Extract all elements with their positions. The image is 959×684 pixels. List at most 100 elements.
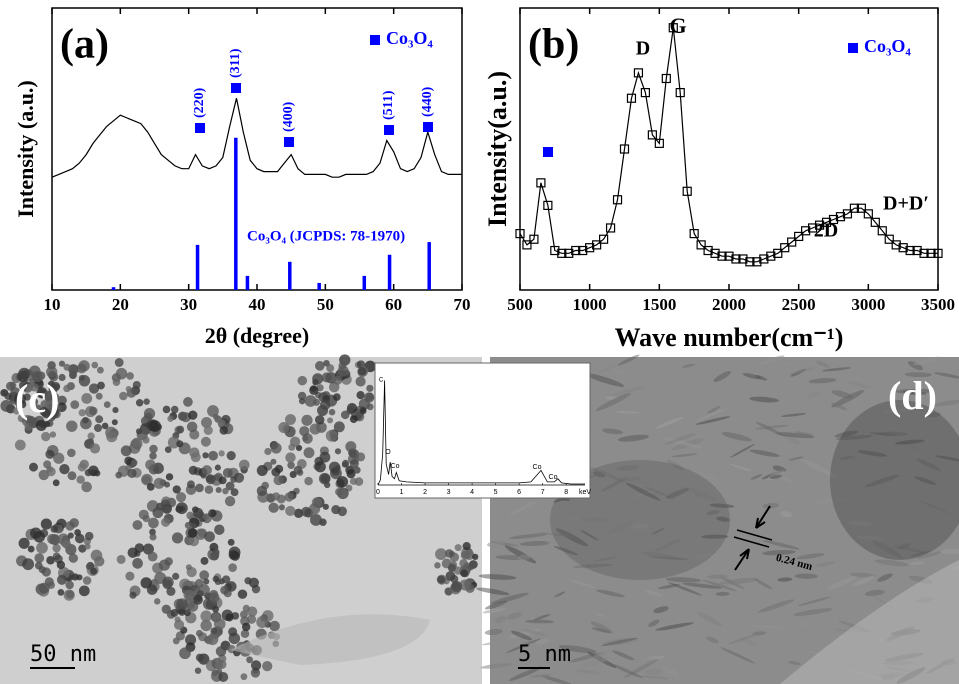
nanoparticle [333, 393, 341, 401]
nanoparticle [56, 574, 68, 585]
nanoparticle [256, 465, 268, 476]
data-marker [585, 243, 595, 253]
nanoparticle [214, 661, 223, 670]
lattice-texture [727, 632, 763, 645]
nanoparticle [176, 492, 187, 503]
x-tick-label: 1500 [642, 295, 676, 314]
nanoparticle [345, 441, 357, 453]
nanoparticle [462, 542, 471, 551]
nanoparticle [46, 466, 56, 477]
lattice-texture [612, 650, 635, 661]
legend-marker [848, 43, 858, 53]
lattice-texture [558, 645, 597, 654]
lattice-mark [736, 529, 773, 541]
nanoparticle [274, 464, 284, 474]
nanoparticle [175, 505, 183, 513]
lattice-texture [916, 458, 942, 471]
x-tick-label: 60 [385, 295, 402, 314]
nanoparticle [218, 476, 227, 485]
nanoparticle [176, 598, 188, 611]
panel-label: (c) [15, 376, 59, 421]
nanoparticle [240, 673, 248, 681]
lattice-texture [754, 424, 790, 430]
lattice-texture [780, 413, 807, 417]
nanoparticle [82, 576, 92, 585]
data-marker [696, 240, 706, 250]
nanoparticle [200, 557, 209, 565]
lattice-texture [775, 432, 815, 439]
lattice-texture [525, 619, 555, 624]
data-marker [536, 178, 546, 188]
nanoparticle [82, 416, 89, 424]
nanoparticle [201, 465, 212, 476]
lattice-texture [613, 369, 630, 376]
nanoparticle [326, 364, 335, 373]
data-marker [703, 245, 713, 256]
nanoparticle [78, 360, 90, 372]
nanoparticle [165, 473, 174, 481]
lattice-texture [737, 571, 763, 577]
nanoparticle [200, 610, 212, 622]
nanoparticle [285, 505, 296, 517]
nanoparticle [215, 486, 222, 494]
data-line [519, 27, 938, 263]
nanoparticle [0, 400, 13, 412]
data-marker [661, 73, 671, 84]
data-marker [571, 245, 581, 256]
lattice-texture [591, 650, 609, 660]
nanoparticle [298, 397, 306, 405]
nanoparticle [173, 619, 185, 630]
nanoparticle [246, 656, 253, 664]
lattice-texture [794, 573, 818, 579]
data-marker [835, 212, 846, 222]
x-axis-title: keV [579, 489, 591, 496]
nanoparticle [460, 569, 468, 578]
nanoparticle [218, 450, 225, 457]
lattice-texture [877, 573, 893, 582]
nanoparticle [244, 577, 252, 585]
peak-label: (400) [281, 101, 296, 132]
nanoparticle [285, 452, 296, 463]
nanoparticle [45, 449, 55, 459]
lattice-texture [897, 543, 911, 550]
x-tick-label: 2000 [712, 295, 746, 314]
data-marker [717, 251, 727, 261]
nanoparticle [162, 576, 174, 588]
lattice-texture [882, 407, 917, 414]
nanoparticle [141, 473, 153, 486]
x-tick-label: 4 [470, 489, 474, 496]
nanoparticle [336, 476, 349, 488]
nanoparticle [126, 372, 134, 380]
nanoparticle [94, 470, 101, 477]
nanoparticle [125, 571, 135, 581]
nanoparticle [166, 586, 176, 596]
peak-label: D+D′ [883, 193, 929, 215]
nanoparticle [200, 619, 212, 632]
lattice-texture [541, 675, 574, 684]
nanoparticle [170, 405, 179, 414]
nanoparticle [194, 667, 202, 674]
nanoparticle [163, 481, 171, 488]
lattice-texture [801, 459, 838, 478]
nanoparticle [354, 477, 364, 486]
lattice-texture [827, 576, 856, 590]
nanoparticle [459, 579, 471, 591]
lattice-texture [662, 666, 679, 676]
nanoparticle [38, 582, 50, 594]
lattice-texture [903, 421, 918, 430]
nanoparticle [68, 366, 78, 375]
lattice-mark [733, 536, 770, 548]
data-marker [766, 251, 776, 261]
lattice-texture [647, 655, 666, 660]
legend-marker [370, 35, 380, 45]
nanoparticle [47, 533, 58, 545]
lattice-texture [779, 510, 793, 518]
lattice-texture [910, 550, 931, 558]
nanoparticle [87, 438, 94, 445]
lattice-texture [593, 613, 606, 617]
legend-label: Co₃O₄ [864, 36, 911, 56]
lattice-texture [721, 581, 746, 594]
lattice-texture [934, 400, 959, 407]
nanoparticle [220, 585, 229, 595]
nanoparticle [57, 589, 65, 596]
